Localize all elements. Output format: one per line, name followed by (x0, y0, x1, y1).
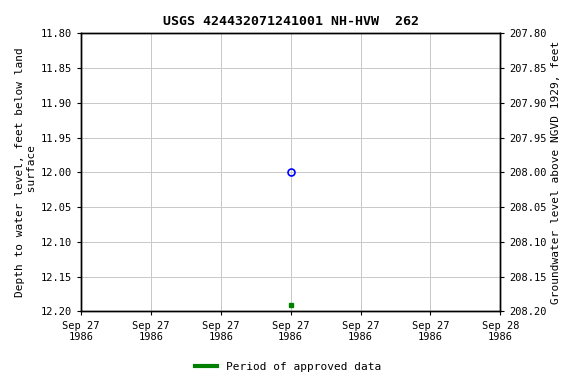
Title: USGS 424432071241001 NH-HVW  262: USGS 424432071241001 NH-HVW 262 (162, 15, 419, 28)
Y-axis label: Groundwater level above NGVD 1929, feet: Groundwater level above NGVD 1929, feet (551, 41, 561, 304)
Legend: Period of approved data: Period of approved data (191, 358, 385, 377)
Y-axis label: Depth to water level, feet below land
 surface: Depth to water level, feet below land su… (15, 48, 37, 297)
